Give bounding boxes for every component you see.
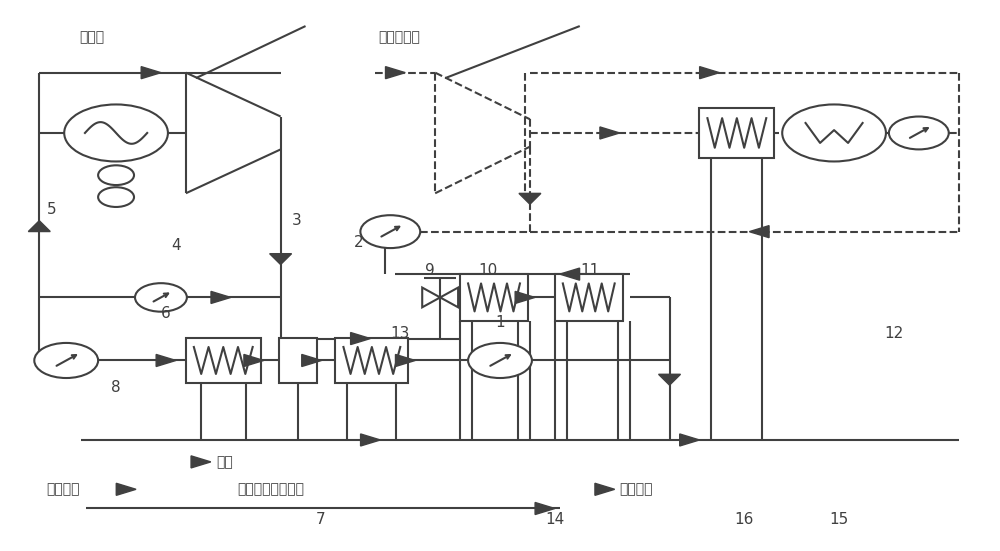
Polygon shape xyxy=(156,354,176,366)
Polygon shape xyxy=(302,354,321,366)
Text: 10: 10 xyxy=(478,262,498,278)
Text: 14: 14 xyxy=(545,512,564,527)
Polygon shape xyxy=(351,332,370,344)
Bar xyxy=(460,274,528,321)
Bar xyxy=(699,109,774,158)
Text: 水蒸汽: 水蒸汽 xyxy=(79,30,104,44)
Polygon shape xyxy=(680,434,699,446)
Circle shape xyxy=(360,215,420,248)
Polygon shape xyxy=(211,291,231,304)
Text: 余热烟气: 余热烟气 xyxy=(46,482,80,496)
Polygon shape xyxy=(386,67,405,79)
Polygon shape xyxy=(270,253,292,264)
Polygon shape xyxy=(361,434,380,446)
Polygon shape xyxy=(244,354,264,366)
Bar xyxy=(335,338,408,383)
Circle shape xyxy=(64,105,168,161)
Circle shape xyxy=(98,187,134,207)
Polygon shape xyxy=(749,225,769,237)
Text: 5: 5 xyxy=(46,202,56,217)
Bar xyxy=(186,338,261,383)
Polygon shape xyxy=(519,193,541,204)
Text: 8: 8 xyxy=(111,380,121,396)
Text: 3: 3 xyxy=(292,213,301,228)
Text: 低温烟气: 低温烟气 xyxy=(620,482,653,496)
Polygon shape xyxy=(141,67,161,79)
Text: 16: 16 xyxy=(735,512,754,527)
Text: 13: 13 xyxy=(391,326,410,341)
Polygon shape xyxy=(116,483,136,495)
Text: 补燃: 补燃 xyxy=(216,455,233,469)
Bar xyxy=(279,338,317,383)
Polygon shape xyxy=(515,291,535,304)
Polygon shape xyxy=(560,268,580,280)
Polygon shape xyxy=(440,288,458,307)
Circle shape xyxy=(782,105,886,161)
Polygon shape xyxy=(700,67,719,79)
Text: 低沸点工质: 低沸点工质 xyxy=(378,30,420,44)
Circle shape xyxy=(468,343,532,378)
Polygon shape xyxy=(395,354,415,366)
Text: 7: 7 xyxy=(316,512,325,527)
Polygon shape xyxy=(191,456,211,468)
Polygon shape xyxy=(595,483,615,495)
Polygon shape xyxy=(600,127,620,139)
Circle shape xyxy=(135,283,187,312)
Polygon shape xyxy=(422,288,440,307)
Text: 15: 15 xyxy=(829,512,849,527)
Polygon shape xyxy=(659,374,680,385)
Circle shape xyxy=(34,343,98,378)
Bar xyxy=(555,274,623,321)
Text: 1: 1 xyxy=(495,315,505,329)
Polygon shape xyxy=(535,503,555,515)
Circle shape xyxy=(98,165,134,185)
Text: 9: 9 xyxy=(425,262,435,278)
Text: 11: 11 xyxy=(580,262,599,278)
Circle shape xyxy=(889,116,949,149)
Text: 2: 2 xyxy=(354,235,363,250)
Text: 烟气温度降低方向: 烟气温度降低方向 xyxy=(237,482,304,496)
Text: 12: 12 xyxy=(884,326,904,341)
Text: 4: 4 xyxy=(171,238,181,253)
Polygon shape xyxy=(28,221,50,231)
Text: 6: 6 xyxy=(161,306,171,321)
